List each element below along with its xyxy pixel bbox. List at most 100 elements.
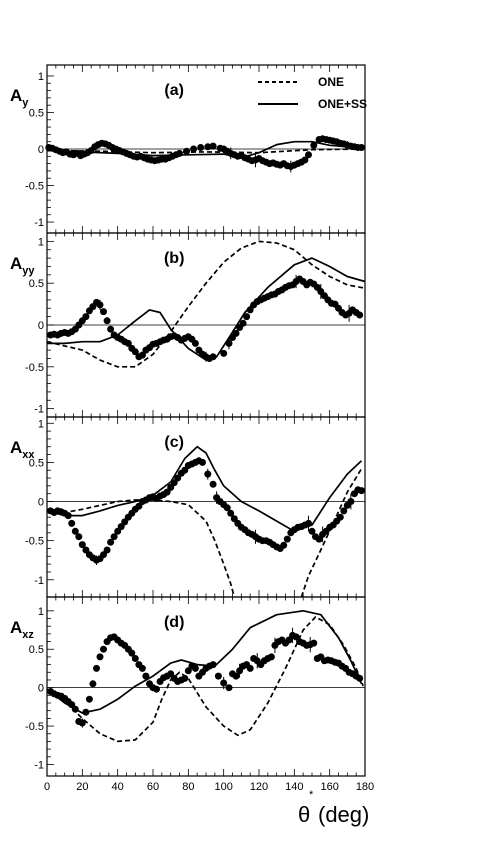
y-tick-label: 0.5 (29, 644, 44, 656)
y-tick-label: 1 (38, 236, 44, 248)
data-point (305, 151, 312, 159)
y-tick-label: 1 (38, 71, 44, 83)
y-tick-label: 0 (38, 683, 44, 695)
x-axis-title: θ * (deg) (298, 789, 369, 827)
data-point (128, 649, 136, 657)
dashed-curve-ONE (46, 148, 366, 154)
y-tick-label: 1 (38, 606, 44, 618)
x-tick-label: 20 (76, 781, 88, 793)
panel-tag: (d) (164, 614, 184, 631)
panel-tag: (b) (164, 250, 184, 267)
data-point (96, 301, 104, 309)
x-tick-label: 160 (320, 781, 338, 793)
dashed-curve-ONE (46, 499, 236, 598)
y-axis-label-subscript: xx (22, 449, 35, 461)
x-tick-label: 60 (147, 781, 159, 793)
data-point (225, 339, 233, 347)
data-point (191, 664, 199, 672)
y-tick-label: -1 (34, 404, 44, 416)
data-point (64, 512, 72, 520)
data-point (103, 546, 111, 554)
y-tick-label: 0.5 (29, 278, 44, 290)
x-axis-star: * (309, 789, 314, 801)
data-point (89, 680, 97, 688)
panel-a: -1 -0.5 0 0.5 1 Ay (a) (10, 64, 366, 234)
data-point (220, 349, 228, 357)
data-point (71, 527, 79, 535)
data-point (243, 313, 251, 321)
data-point (209, 142, 217, 150)
data-point (280, 541, 288, 549)
data-point (246, 664, 254, 672)
data-point (232, 329, 240, 337)
data-point (204, 470, 212, 478)
data-point (199, 458, 206, 466)
x-tick-label: 100 (214, 781, 232, 793)
y-tick-label: 0.5 (29, 457, 44, 469)
y-tick-label: -0.5 (25, 362, 44, 374)
data-point (96, 653, 104, 661)
y-tick-label: 0 (38, 320, 44, 332)
data-point (225, 684, 233, 692)
panel-tag: (a) (164, 82, 184, 99)
data-point (191, 339, 199, 347)
data-point (107, 538, 115, 546)
data-point (283, 535, 291, 543)
data-point (82, 313, 90, 321)
y-axis-label: Ayy (10, 254, 35, 277)
dashed-curve-ONE (46, 616, 364, 743)
data-point (310, 141, 318, 149)
legend-solid-label: ONE+SS (318, 97, 367, 111)
data-point (232, 672, 240, 680)
y-axis-label-subscript: y (22, 97, 29, 109)
dashed-curve-ONE-branch (300, 468, 363, 598)
data-point (267, 653, 275, 661)
data-point (85, 695, 93, 703)
data-point (183, 147, 191, 155)
x-tick-label: 40 (112, 781, 124, 793)
panels-group: -1-0.500.51Ay(a)-1-0.500.51Ayy(b)-1-0.50… (10, 64, 374, 793)
data-point (336, 513, 344, 521)
data-point (358, 144, 365, 151)
y-tick-label: 1 (38, 418, 44, 430)
legend: ONE ONE+SS (258, 75, 367, 111)
data-point (347, 498, 355, 505)
x-tick-label: 80 (182, 781, 194, 793)
y-tick-label: -1 (34, 217, 44, 229)
x-tick-label: 0 (44, 781, 50, 793)
solid-curve-ONE-SS (46, 609, 363, 714)
data-point (305, 519, 312, 527)
data-point (209, 353, 217, 361)
data-point (204, 143, 212, 151)
data-point (197, 144, 205, 151)
data-point (100, 308, 107, 316)
data-point (223, 504, 231, 512)
y-tick-label: 0.5 (29, 107, 44, 119)
data-point (209, 661, 217, 669)
data-point (356, 674, 364, 682)
data-point (220, 679, 228, 687)
data-point (356, 311, 364, 319)
x-tick-label: 140 (285, 781, 303, 793)
data-point (176, 149, 183, 157)
data-point (214, 672, 222, 680)
y-tick-label: -1 (34, 759, 44, 771)
y-axis-label-subscript: yy (22, 265, 35, 277)
data-point (131, 348, 139, 356)
x-tick-label: 120 (250, 781, 268, 793)
data-point (78, 719, 86, 727)
data-point (153, 685, 160, 693)
y-axis-label: Axx (10, 438, 35, 461)
data-point (107, 325, 115, 333)
data-point (78, 541, 86, 549)
data-point (239, 319, 247, 327)
data-point (209, 480, 217, 488)
x-axis-theta: θ (298, 802, 310, 827)
y-axis-label: Axz (10, 618, 34, 641)
y-axis-label-subscript: xz (22, 629, 34, 641)
legend-dashed-label: ONE (318, 75, 344, 89)
data-point (103, 317, 111, 325)
